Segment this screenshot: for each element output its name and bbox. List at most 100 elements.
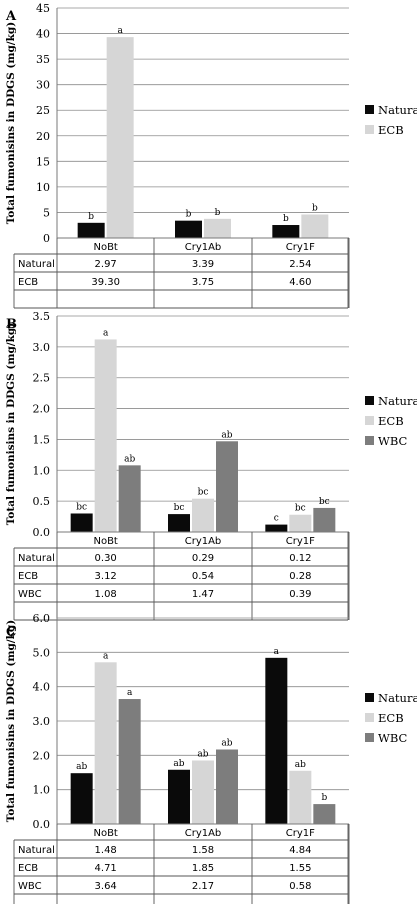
table-row-label: Natural <box>18 259 55 270</box>
panel-letter: B <box>6 317 17 332</box>
y-tick-label: 2.0 <box>33 749 51 762</box>
bar-ecb-cry1f <box>289 770 312 824</box>
significance-label: a <box>103 651 109 661</box>
table-row-label: ECB <box>18 571 38 582</box>
significance-label: b <box>186 210 192 220</box>
bar-natural-cry1f <box>265 657 288 824</box>
y-tick-label: 2.5 <box>33 372 51 385</box>
data-label: 1.08 <box>95 589 117 600</box>
bar-wbc-nobt <box>118 465 141 532</box>
y-tick-label: 40 <box>36 28 50 41</box>
data-label: 3.12 <box>95 571 117 582</box>
x-tick-label: Cry1Ab <box>185 536 222 547</box>
bar-ecb-cry1ab <box>204 218 231 238</box>
data-label: 0.54 <box>192 571 214 582</box>
panel-letter: A <box>5 9 17 24</box>
data-label: 0.30 <box>95 553 117 564</box>
x-tick-label: Cry1Ab <box>185 242 222 253</box>
data-label: 3.75 <box>192 277 214 288</box>
significance-label: a <box>103 328 109 338</box>
y-tick-label: 15 <box>36 155 50 168</box>
y-tick-label: 20 <box>36 130 50 143</box>
table-row-label: ECB <box>18 863 38 874</box>
bar-wbc-cry1f <box>313 507 336 532</box>
data-label: 2.97 <box>95 259 117 270</box>
table-row-label: Natural <box>18 553 55 564</box>
x-tick-label: Cry1F <box>286 536 315 547</box>
data-label: 1.47 <box>192 589 214 600</box>
table-row-label: WBC <box>18 881 42 892</box>
y-axis-label: Total fumonisins in DDGS (mg/kg) <box>5 22 17 224</box>
data-label: 0.28 <box>289 571 311 582</box>
significance-label: bc <box>174 503 185 513</box>
significance-label: ab <box>295 760 306 770</box>
bar-wbc-cry1ab <box>216 441 238 532</box>
y-tick-label: 10 <box>36 181 50 194</box>
significance-label: b <box>88 212 94 222</box>
significance-label: b <box>312 203 318 213</box>
significance-label: bc <box>319 497 330 507</box>
y-tick-label: 30 <box>36 79 50 92</box>
data-label: 0.58 <box>289 881 311 892</box>
legend-entry: Natural <box>378 103 417 117</box>
legend-swatch <box>365 416 374 425</box>
data-label: 4.71 <box>95 863 117 874</box>
y-tick-label: 0.5 <box>33 495 51 508</box>
bar-wbc-cry1ab <box>216 749 238 824</box>
table-row-label: ECB <box>18 277 38 288</box>
chart-panel-b: B 0.0 0.5 1.0 1.5 2.0 2.5 3.0 3.5 Total fumonisin… <box>5 310 417 621</box>
y-tick-label: 45 <box>36 2 50 15</box>
data-label: 0.39 <box>289 589 311 600</box>
y-tick-label: 3.0 <box>33 715 51 728</box>
y-tick-label: 6.0 <box>33 612 51 625</box>
legend-entry: ECB <box>378 711 404 725</box>
legend-swatch <box>365 105 374 114</box>
legend-entry: Natural <box>378 394 417 408</box>
data-label: 0.29 <box>192 553 214 564</box>
significance-label: ab <box>76 762 87 772</box>
table-row-label: Natural <box>18 845 55 856</box>
significance-label: b <box>283 214 289 224</box>
bar-ecb-nobt <box>106 37 134 239</box>
bar-ecb-cry1f <box>289 514 312 532</box>
legend-entry: WBC <box>378 434 407 448</box>
legend-entry: ECB <box>378 414 404 428</box>
x-tick-label: Cry1Ab <box>185 828 222 839</box>
significance-label: bc <box>295 504 306 514</box>
significance-label: b <box>321 793 327 803</box>
bar-natural-cry1ab <box>168 514 190 532</box>
y-tick-label: 25 <box>36 104 50 117</box>
significance-label: b <box>215 208 221 218</box>
x-tick-label: NoBt <box>93 828 117 839</box>
x-tick-label: Cry1F <box>286 242 315 253</box>
bar-natural-cry1f <box>265 524 288 532</box>
chart-panel-a: A 0 5 10 15 20 25 30 35 40 45 Total fumonisins in D… <box>5 2 417 309</box>
significance-label: ab <box>173 759 184 769</box>
data-label: 1.58 <box>192 845 214 856</box>
bar-wbc-nobt <box>118 699 141 824</box>
significance-label: ab <box>197 749 208 759</box>
significance-label: bc <box>198 488 209 498</box>
bar-natural-cry1ab <box>168 769 190 824</box>
y-axis-label: Total fumonisins in DDGS (mg/kg) <box>5 323 17 525</box>
bar-natural-nobt <box>77 222 105 238</box>
significance-label: ab <box>221 738 232 748</box>
significance-label: a <box>127 688 133 698</box>
legend-swatch <box>365 396 374 405</box>
data-label: 39.30 <box>91 277 120 288</box>
data-label: 4.84 <box>289 845 311 856</box>
chart-panel-c: C 0.0 1.0 2.0 3.0 4.0 5.0 6.0 Total fumonisins i… <box>5 612 417 904</box>
significance-label: c <box>274 514 279 524</box>
legend-swatch <box>365 436 374 445</box>
bar-natural-nobt <box>70 773 93 824</box>
significance-label: a <box>117 26 123 36</box>
data-label: 3.39 <box>192 259 214 270</box>
bar-wbc-cry1f <box>313 804 336 824</box>
bar-ecb-cry1ab <box>192 498 214 532</box>
bar-natural-cry1ab <box>175 220 202 238</box>
bar-ecb-nobt <box>94 339 117 532</box>
data-label: 1.48 <box>95 845 117 856</box>
data-label: 4.60 <box>289 277 311 288</box>
bar-ecb-nobt <box>94 662 117 824</box>
